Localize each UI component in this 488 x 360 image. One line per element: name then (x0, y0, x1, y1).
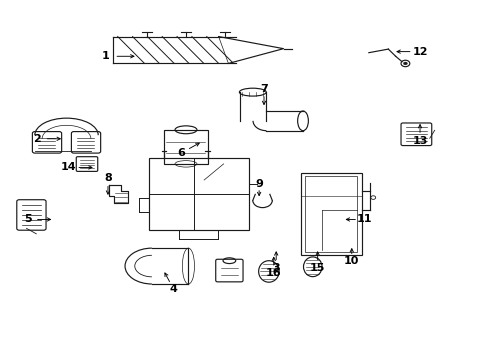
Bar (305, 176, 356, 252)
Text: 1: 1 (102, 51, 109, 61)
Text: 15: 15 (309, 263, 325, 273)
Bar (149, 158, 249, 230)
Text: 9: 9 (255, 179, 263, 189)
Text: 13: 13 (411, 136, 427, 145)
Bar (300, 173, 361, 255)
Text: 6: 6 (177, 148, 184, 158)
Text: 10: 10 (344, 256, 359, 266)
Text: 3: 3 (272, 263, 280, 273)
Text: 11: 11 (355, 215, 371, 224)
Bar (163, 130, 207, 164)
Circle shape (403, 62, 407, 65)
Text: 12: 12 (411, 46, 427, 57)
Text: 8: 8 (104, 173, 112, 183)
Text: 4: 4 (169, 284, 177, 294)
Text: 14: 14 (61, 162, 77, 172)
Text: 2: 2 (33, 134, 41, 144)
Text: 16: 16 (265, 268, 281, 278)
Text: 7: 7 (260, 84, 267, 94)
Text: 5: 5 (23, 215, 31, 224)
